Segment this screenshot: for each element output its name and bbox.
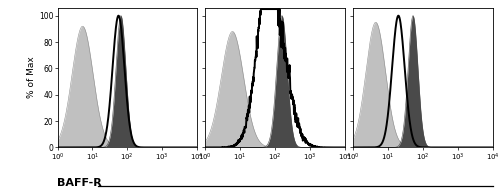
Text: BAFF-R: BAFF-R — [58, 178, 102, 188]
Y-axis label: % of Max: % of Max — [27, 57, 36, 99]
